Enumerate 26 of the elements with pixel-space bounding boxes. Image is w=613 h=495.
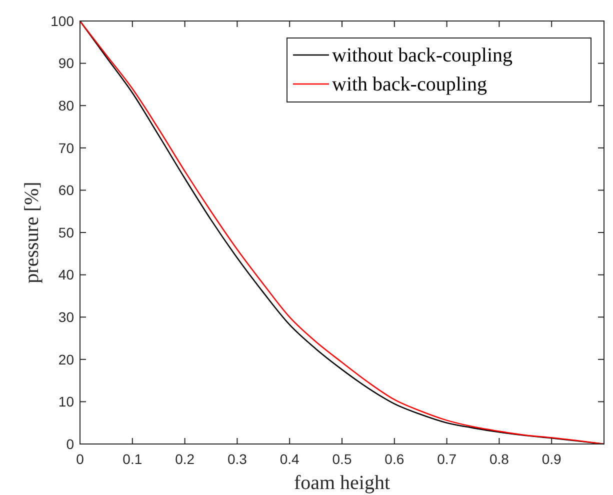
x-tick-label: 0.1: [122, 451, 142, 467]
x-tick-label: 0.3: [227, 451, 248, 467]
x-tick-label: 0.6: [384, 451, 404, 467]
y-tick-label: 100: [50, 12, 74, 29]
y-tick-label: 40: [58, 266, 74, 283]
y-tick-label: 90: [58, 55, 74, 72]
y-tick-label: 80: [58, 98, 74, 114]
x-tick-label: 0.8: [489, 451, 510, 467]
y-axis-title: pressure [%]: [21, 182, 43, 284]
x-tick-label: 0: [76, 451, 84, 467]
y-tick-label: 50: [58, 224, 74, 240]
x-tick-label: 0.9: [542, 451, 562, 467]
x-axis-title: foam height: [294, 472, 390, 494]
legend-label: without back-coupling: [332, 44, 513, 66]
y-tick-label: 10: [58, 394, 74, 410]
x-tick-label: 0.4: [280, 451, 300, 467]
x-tick-label: 0.2: [175, 451, 195, 467]
y-tick-label: 60: [58, 182, 74, 198]
y-tick-label: 0: [66, 436, 74, 452]
legend-label: with back-coupling: [332, 73, 487, 96]
x-tick-label: 0.7: [437, 451, 457, 467]
x-tick-label: 0.5: [332, 451, 352, 467]
y-tick-label: 70: [58, 140, 74, 156]
y-tick-label: 20: [58, 351, 74, 368]
line-series: [79, 20, 605, 445]
y-tick-label: 30: [58, 309, 74, 325]
